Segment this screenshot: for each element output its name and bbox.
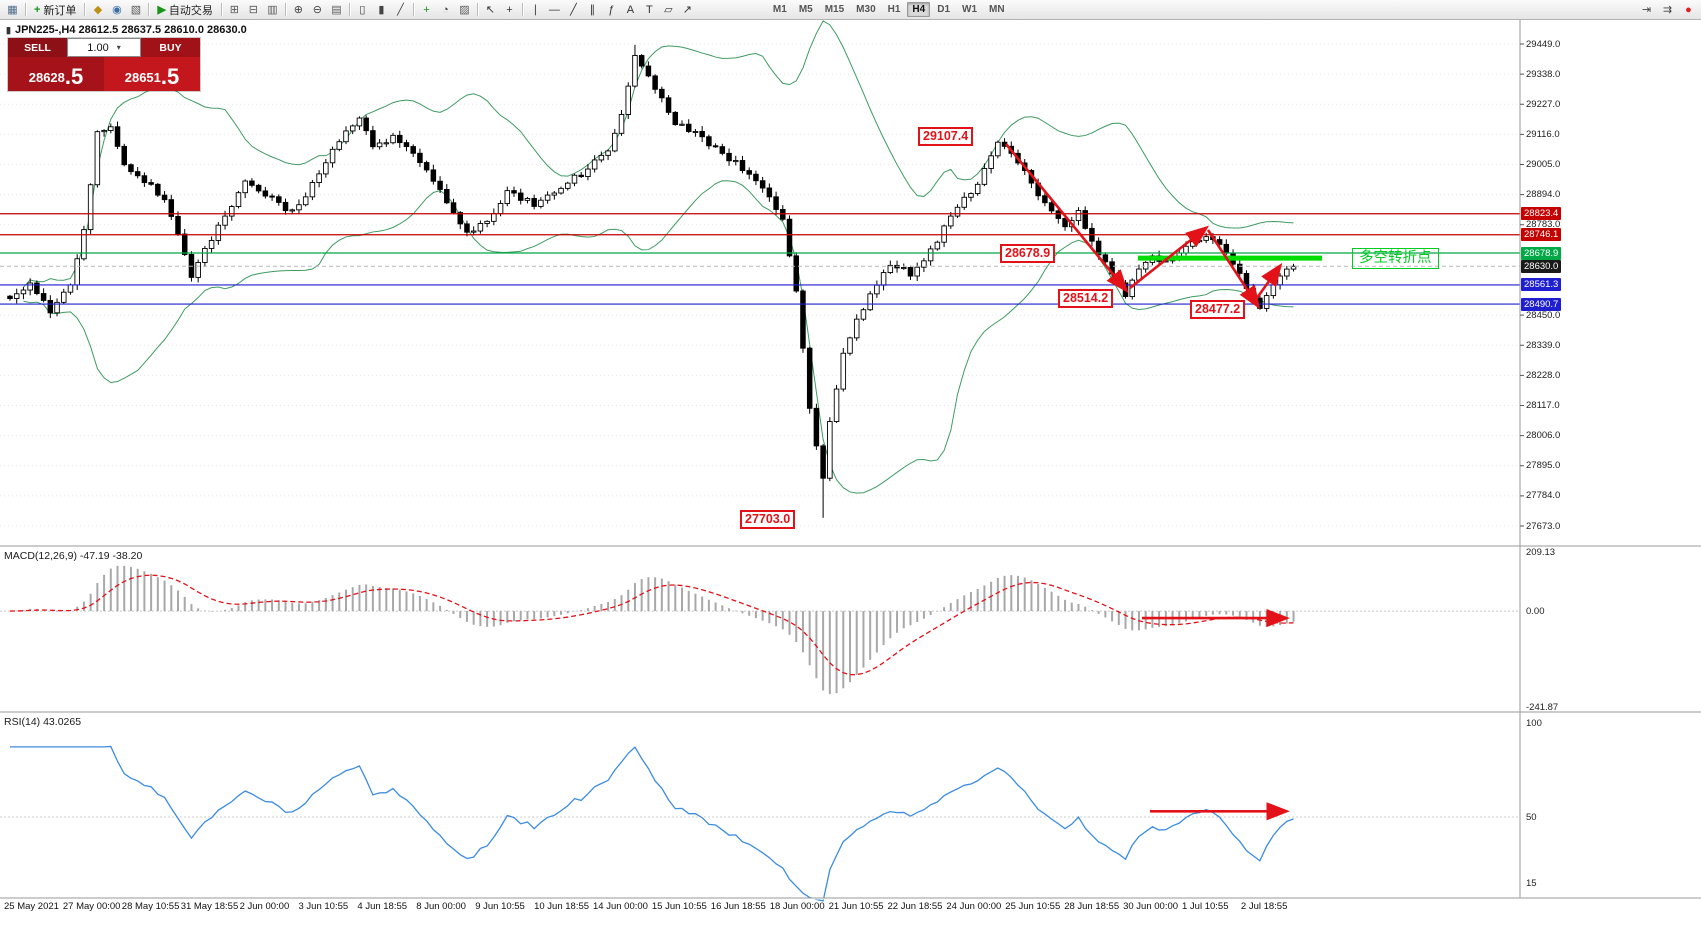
auto-trading-button[interactable]: ▶ 自动交易	[152, 1, 217, 18]
timeframe-M15[interactable]: M15	[824, 4, 845, 15]
macd-indicator-label: MACD(12,26,9) -47.19 -38.20	[4, 550, 143, 562]
buy-price-main: 28651	[124, 70, 161, 85]
volume-input[interactable]: 1.00 ▾	[67, 38, 141, 57]
shapes-icon[interactable]: ▱	[664, 4, 673, 16]
profile-icon[interactable]: ◉	[112, 4, 122, 16]
chart-layout-icon[interactable]: ▧	[130, 4, 142, 16]
toolbar-separator	[148, 3, 150, 16]
templates-icon[interactable]: ▨	[459, 4, 470, 16]
volume-dropdown-icon[interactable]: ▾	[116, 43, 121, 52]
toolbar-separator	[412, 3, 414, 16]
buy-price-frac: .5	[160, 64, 180, 89]
new-chart-icon[interactable]: ▦	[7, 4, 18, 16]
timeframe-D1[interactable]: D1	[937, 4, 951, 15]
toolbar-right-group: ⇥ ⇉ ●	[1637, 1, 1698, 18]
crosshair-icon[interactable]: +	[506, 3, 513, 16]
timeframe-M5[interactable]: M5	[798, 4, 813, 15]
trend-arrow[interactable]	[1129, 225, 1210, 290]
cursor-icon[interactable]: ↖	[485, 4, 496, 16]
buy-button[interactable]: BUY	[141, 38, 200, 57]
chart-shift-icon[interactable]: ⇥	[1641, 4, 1652, 16]
trend-arrow[interactable]	[1252, 262, 1283, 303]
toolbar-separator	[521, 3, 523, 16]
sell-price-main: 28628	[28, 70, 65, 85]
price-annotation[interactable]: 28678.9	[1000, 244, 1056, 263]
tile-vertical-icon[interactable]: ▥	[267, 4, 278, 16]
toolbar-separator	[476, 3, 478, 16]
symbols-icon[interactable]: ◆	[93, 4, 103, 16]
price-annotation[interactable]: 28477.2	[1190, 300, 1246, 319]
toolbar-separator	[220, 3, 222, 16]
zoom-out-icon[interactable]: ⊖	[312, 4, 323, 16]
timeframe-H1[interactable]: H1	[887, 4, 901, 15]
text-icon[interactable]: A	[626, 3, 635, 16]
trend-arrow[interactable]	[1004, 143, 1129, 294]
price-annotation[interactable]: 29107.4	[918, 127, 974, 146]
new-order-button[interactable]: + 新订单	[29, 1, 81, 18]
price-annotation[interactable]: 28514.2	[1058, 289, 1114, 308]
periods-icon[interactable]: ◔	[442, 3, 449, 16]
timeframe-W1[interactable]: W1	[962, 4, 978, 15]
sell-price-frac: .5	[64, 64, 84, 89]
turning-point-note[interactable]: 多空转折点	[1352, 248, 1439, 269]
timeframe-H4[interactable]: H4	[907, 2, 931, 17]
cascade-windows-icon[interactable]: ⊞	[229, 4, 240, 16]
horizontal-line-icon[interactable]: ―	[548, 3, 560, 16]
fibonacci-icon[interactable]: ƒ	[608, 3, 615, 16]
trendline-icon[interactable]: ╱	[570, 4, 577, 16]
timeframe-MN[interactable]: MN	[989, 4, 1005, 15]
one-click-trading-widget: SELL 1.00 ▾ BUY 28628.5 28651.5	[8, 38, 200, 91]
price-annotation[interactable]: 27703.0	[740, 510, 796, 529]
auto-scroll-icon[interactable]: ⇉	[1662, 4, 1673, 16]
rsi-indicator-label: RSI(14) 43.0265	[4, 716, 82, 728]
vertical-line-icon[interactable]: ∣	[532, 4, 539, 16]
bar-chart-icon[interactable]: ▯	[359, 4, 366, 16]
new-order-button-icon: +	[34, 3, 41, 16]
label-icon[interactable]: T	[646, 3, 653, 16]
chart-title-text: JPN225-,H4 28612.5 28637.5 28610.0 28630…	[14, 24, 247, 36]
indicators-icon[interactable]: +	[423, 3, 430, 16]
toolbar-separator	[25, 3, 26, 16]
main-toolbar: ▦ + 新订单 ◆ ◉ ▧ ▶ 自动交易 ⊞ ⊟ ▥ ⊕ ⊖ ▤ ▯ ▮ ╱ + ◔ ▨ ↖ + ∣ ― ╱ ∥ ƒ A T ▱ ↗ M1 M5…	[0, 0, 1701, 20]
candlestick-chart-icon[interactable]: ▮	[378, 4, 385, 16]
trend-arrow[interactable]	[1206, 229, 1261, 310]
toolbar-separator	[348, 3, 350, 16]
new-order-button-label: 新订单	[43, 4, 77, 17]
volume-value: 1.00	[87, 41, 109, 54]
tile-horizontal-icon[interactable]: ⊟	[248, 4, 259, 16]
channel-icon[interactable]: ∥	[589, 4, 596, 16]
zoom-in-icon[interactable]: ⊕	[293, 4, 304, 16]
grid-icon[interactable]: ▤	[331, 4, 342, 16]
line-chart-icon[interactable]: ╱	[397, 4, 404, 16]
toolbar-separator	[84, 3, 86, 16]
arrow-tool-icon[interactable]: ↗	[682, 4, 693, 16]
buy-price[interactable]: 28651.5	[104, 57, 200, 91]
auto-trading-button-label: 自动交易	[168, 4, 213, 17]
chart-icon: ▮	[6, 24, 11, 35]
connection-status-icon[interactable]: ●	[1685, 3, 1692, 16]
sell-price[interactable]: 28628.5	[8, 57, 104, 91]
timeframe-M1[interactable]: M1	[772, 4, 787, 15]
turning-point-highlight[interactable]	[1138, 255, 1322, 261]
sell-button[interactable]: SELL	[8, 38, 67, 57]
auto-trading-button-icon: ▶	[157, 4, 166, 16]
timeframe-M30[interactable]: M30	[856, 4, 876, 15]
chart-title: ▮ JPN225-,H4 28612.5 28637.5 28610.0 286…	[6, 24, 247, 36]
toolbar-separator	[284, 3, 286, 16]
